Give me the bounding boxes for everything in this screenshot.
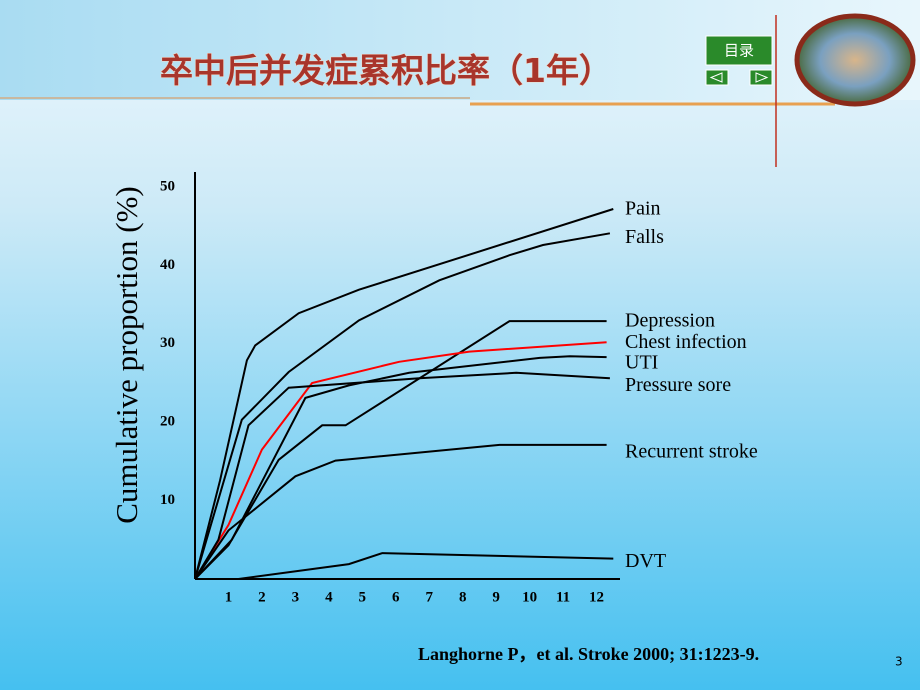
nav-button[interactable] — [705, 35, 773, 66]
y-tick-label: 20 — [160, 414, 175, 430]
series-line — [194, 208, 614, 580]
x-tick-label: 11 — [556, 589, 570, 605]
series-line — [195, 552, 614, 580]
series-label: DVT — [625, 550, 666, 572]
series-label: Pressure sore — [625, 374, 731, 396]
x-tick-label: 2 — [258, 589, 266, 605]
x-tick-label: 8 — [459, 589, 467, 605]
series-label: Pain — [625, 198, 661, 220]
series-label: Falls — [625, 226, 664, 248]
next-icon — [755, 72, 769, 83]
series-line — [194, 320, 607, 580]
x-tick-label: 5 — [359, 589, 367, 605]
y-tick-label: 50 — [160, 178, 175, 194]
nav-button-label[interactable]: 目录 — [724, 42, 754, 60]
series-line — [194, 232, 611, 580]
x-tick-label: 9 — [492, 589, 500, 605]
citation: Langhorne P，et al. Stroke 2000; 31:1223-… — [418, 644, 759, 664]
nav[interactable]: 目录 — [705, 35, 773, 86]
series-line — [194, 341, 607, 580]
x-tick-label: 6 — [392, 589, 400, 605]
x-tick-label: 10 — [522, 589, 537, 605]
prev-button[interactable] — [705, 69, 729, 86]
y-tick-label: 10 — [160, 492, 175, 508]
series-label: Depression — [625, 310, 715, 332]
prev-icon — [709, 72, 723, 83]
series-label: UTI — [625, 352, 658, 374]
next-button[interactable] — [749, 69, 773, 86]
logo-photo — [794, 13, 916, 107]
series-line — [194, 443, 607, 580]
y-tick-label: 40 — [160, 257, 175, 273]
series-line — [194, 371, 610, 580]
x-tick-label: 7 — [425, 589, 433, 605]
x-tick-label: 4 — [325, 589, 333, 605]
series-line — [194, 355, 607, 580]
y-tick-label: 30 — [160, 335, 175, 351]
y-axis-label: Cumulative proportion (%) — [109, 186, 144, 524]
x-tick-label: 3 — [292, 589, 300, 605]
series-label: Recurrent stroke — [625, 441, 758, 463]
x-tick-label: 12 — [589, 589, 604, 605]
slide-title: 卒中后并发症累积比率（1年） — [160, 51, 612, 90]
x-tick-label: 1 — [225, 589, 233, 605]
series-label: Chest infection — [625, 331, 747, 353]
page-number: 3 — [895, 655, 903, 669]
